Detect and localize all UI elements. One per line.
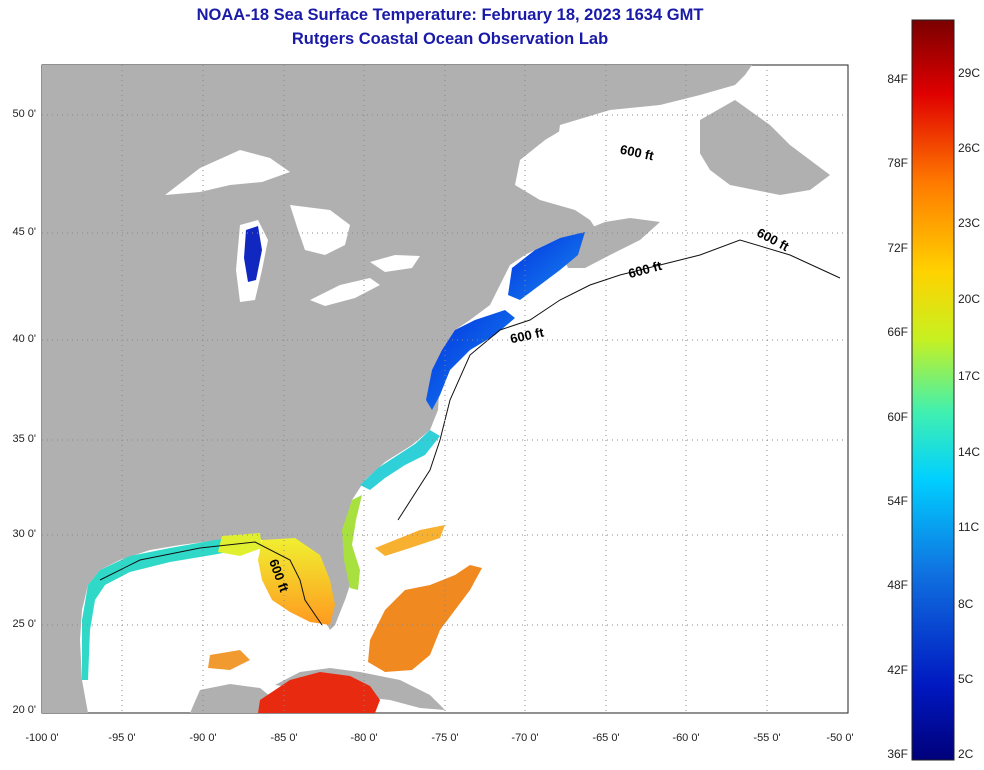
lake-michigan-sst <box>244 226 262 282</box>
lat-label: 35 0' <box>12 433 36 445</box>
land-newfoundland <box>698 100 830 195</box>
lon-label: -50 0' <box>826 732 854 744</box>
sst-northern-gulf <box>82 536 250 680</box>
colorbar-f-label: 42F <box>887 663 908 677</box>
map-title: NOAA-18 Sea Surface Temperature: Februar… <box>196 6 704 24</box>
colorbar-f-label: 36F <box>887 747 908 761</box>
lat-label: 25 0' <box>12 618 36 630</box>
map-subtitle: Rutgers Coastal Ocean Observation Lab <box>291 30 609 48</box>
lon-label: -70 0' <box>511 732 539 744</box>
colorbar-f-label: 60F <box>887 410 908 424</box>
sst-mid-atlantic <box>426 310 515 410</box>
lon-label: -95 0' <box>108 732 136 744</box>
gulf-st-lawrence <box>555 105 720 215</box>
lon-label: -80 0' <box>350 732 378 744</box>
colorbar-c-label: 29C <box>958 66 981 80</box>
colorbar-c-label: 8C <box>958 597 974 611</box>
sst-caribbean <box>258 672 380 713</box>
lon-label: -55 0' <box>753 732 781 744</box>
lon-label: -85 0' <box>270 732 298 744</box>
colorbar-f-label: 78F <box>887 156 908 170</box>
lon-label: -60 0' <box>672 732 700 744</box>
colorbar-c-label: 2C <box>958 747 974 761</box>
lon-label: -100 0' <box>25 732 59 744</box>
land-nova-scotia <box>560 218 660 268</box>
depth-contour-600ft <box>99 239 841 626</box>
lake-erie <box>310 278 380 306</box>
colorbar-f-label: 66F <box>887 325 908 339</box>
lake-ontario <box>370 255 420 272</box>
sst-gulf-stream-patch <box>375 525 445 556</box>
colorbar <box>911 19 955 761</box>
colorbar-f-label: 84F <box>887 72 908 86</box>
land-yucatan <box>190 684 275 713</box>
colorbar-f-label: 72F <box>887 241 908 255</box>
lat-label: 45 0' <box>12 226 36 238</box>
colorbar-c-label: 23C <box>958 216 981 230</box>
colorbar-f-label: 48F <box>887 578 908 592</box>
lat-label: 50 0' <box>12 108 36 120</box>
lat-label: 40 0' <box>12 333 36 345</box>
grid <box>42 65 848 713</box>
lon-label: -90 0' <box>189 732 217 744</box>
colorbar-f-label: 54F <box>887 494 908 508</box>
land-mainland <box>42 65 752 713</box>
lat-label: 30 0' <box>12 528 36 540</box>
lat-label: 20 0' <box>12 704 36 716</box>
sst-carolinas <box>360 430 440 490</box>
sst-bahamas <box>368 565 482 672</box>
colorbar-c-label: 20C <box>958 292 981 306</box>
colorbar-c-label: 17C <box>958 369 981 383</box>
lake-huron <box>290 205 350 255</box>
sst-gulf-patch <box>208 650 250 670</box>
lon-label: -65 0' <box>592 732 620 744</box>
colorbar-c-label: 11C <box>958 520 980 534</box>
sst-gulf-of-maine <box>508 232 585 300</box>
lake-superior <box>165 150 290 195</box>
sst-georgia-florida-east <box>342 495 362 590</box>
sst-florida-west <box>258 538 335 625</box>
colorbar-c-label: 26C <box>958 141 981 155</box>
lon-label: -75 0' <box>431 732 459 744</box>
colorbar-c-label: 14C <box>958 445 981 459</box>
sst-gulf-yellow-fringe <box>218 533 262 556</box>
colorbar-c-label: 5C <box>958 672 974 686</box>
